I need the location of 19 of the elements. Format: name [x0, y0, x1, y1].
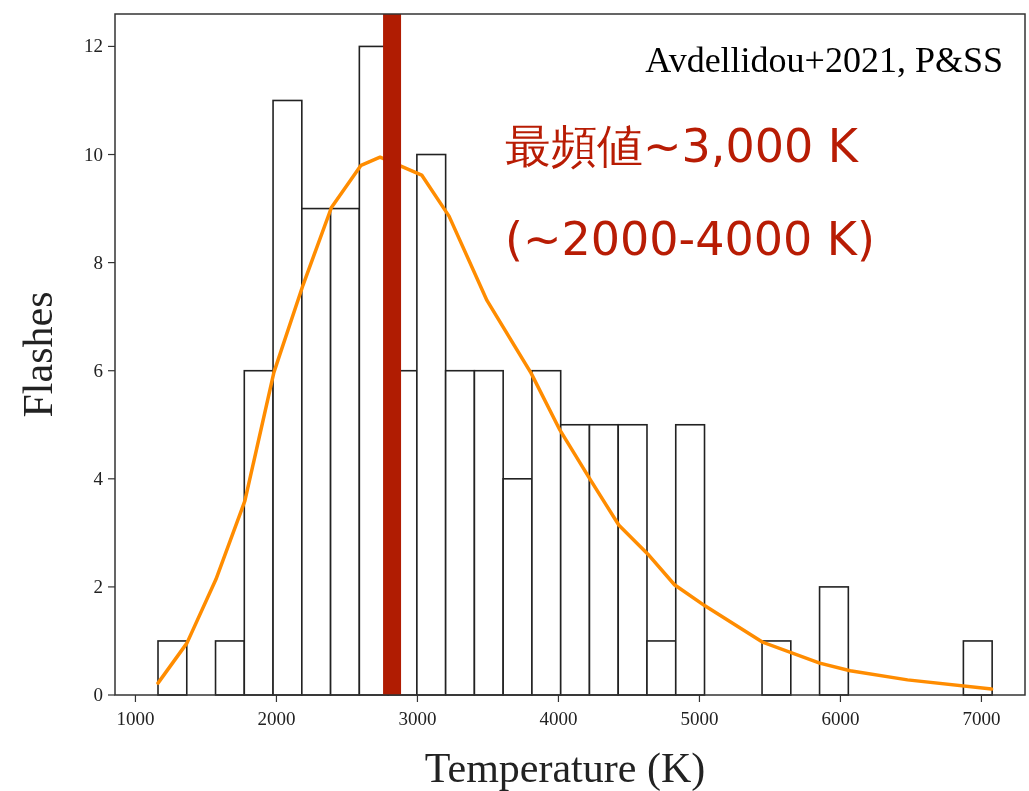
- y-tick-label: 4: [93, 467, 104, 489]
- annotation: Avdellidou+2021, P&SS: [645, 40, 1003, 80]
- annotation: 最頻値~3,000 K: [505, 119, 859, 173]
- x-tick-label: 2000: [257, 708, 296, 729]
- x-tick-label: 4000: [539, 708, 578, 729]
- y-tick-label: 8: [93, 251, 103, 273]
- x-tick-label: 6000: [821, 708, 860, 729]
- y-tick-label: 6: [93, 359, 103, 381]
- y-axis-title: Flashes: [15, 291, 61, 418]
- x-tick-label: 7000: [962, 708, 1001, 729]
- x-axis-title: Temperature (K): [424, 745, 706, 791]
- y-tick-label: 12: [84, 35, 103, 57]
- y-tick-label: 0: [93, 684, 103, 705]
- y-tick-label: 10: [84, 143, 103, 165]
- x-tick-label: 3000: [398, 708, 437, 729]
- y-tick-label: 2: [93, 575, 103, 597]
- annotation: (~2000-4000 K): [505, 212, 875, 266]
- x-tick-label: 5000: [680, 708, 719, 729]
- x-tick-label: 1000: [116, 708, 155, 729]
